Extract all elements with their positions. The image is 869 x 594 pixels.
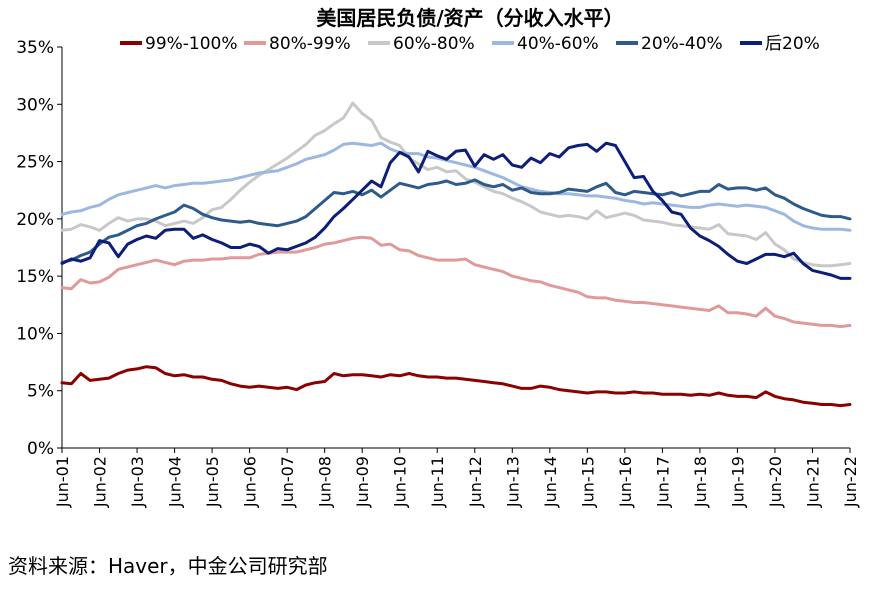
legend-label: 20%-40% xyxy=(641,34,723,54)
x-tick-label: Jun-22 xyxy=(841,456,860,508)
y-tick-label: 25% xyxy=(16,153,54,173)
series-line-3 xyxy=(60,141,852,232)
chart-title: 美国居民负债/资产（分收入水平） xyxy=(316,6,623,30)
legend-label: 40%-60% xyxy=(517,34,599,54)
y-tick-label: 30% xyxy=(16,95,54,115)
y-tick-label: 5% xyxy=(27,382,54,402)
series-line-0 xyxy=(60,365,852,408)
x-tick-label: Jun-06 xyxy=(241,456,260,508)
x-tick-label: Jun-03 xyxy=(128,456,147,508)
x-tick-label: Jun-20 xyxy=(766,456,785,508)
legend-label: 99%-100% xyxy=(145,34,238,54)
x-tick-label: Jun-09 xyxy=(353,456,372,508)
x-tick-label: Jun-14 xyxy=(541,456,560,508)
x-tick-label: Jun-10 xyxy=(391,456,410,508)
y-tick-label: 10% xyxy=(16,324,54,344)
y-tick-label: 35% xyxy=(16,38,54,58)
x-tick-label: Jun-13 xyxy=(503,456,522,508)
y-tick-label: 20% xyxy=(16,210,54,230)
y-axis: 0% 5% 10% 15% 20% 25% 30% 35% xyxy=(16,38,63,459)
x-tick-label: Jun-16 xyxy=(616,456,635,508)
x-tick-label: Jun-18 xyxy=(691,456,710,508)
source-note: 资料来源：Haver，中金公司研究部 xyxy=(8,554,328,578)
x-tick-label: Jun-01 xyxy=(53,456,72,508)
x-tick-label: Jun-12 xyxy=(466,456,485,508)
x-tick-label: Jun-11 xyxy=(428,456,447,508)
x-tick-label: Jun-08 xyxy=(316,456,335,508)
series-line-1 xyxy=(60,235,852,329)
legend-label: 后20% xyxy=(765,34,820,54)
x-tick-label: Jun-15 xyxy=(578,456,597,508)
series-line-4 xyxy=(60,178,852,264)
legend-label: 80%-99% xyxy=(269,34,351,54)
y-tick-label: 15% xyxy=(16,267,54,287)
legend: 99%-100% 80%-99% 60%-80% 40%-60% 20%-40% 后20% xyxy=(120,34,820,54)
legend-label: 60%-80% xyxy=(393,34,475,54)
x-tick-label: Jun-17 xyxy=(653,456,672,508)
x-tick-label: Jun-05 xyxy=(203,456,222,508)
x-tick-label: Jun-04 xyxy=(166,456,185,508)
series-layer xyxy=(60,101,852,408)
x-tick-label: Jun-02 xyxy=(91,456,110,508)
x-tick-label: Jun-07 xyxy=(278,456,297,508)
series-line-5 xyxy=(60,141,852,280)
x-tick-label: Jun-21 xyxy=(803,456,822,508)
series-line-2 xyxy=(60,101,852,268)
x-axis: Jun-01 Jun-02 Jun-03 Jun-04 Jun-05 Jun-06 Jun-… xyxy=(53,447,860,508)
x-tick-label: Jun-19 xyxy=(728,456,747,508)
y-tick-label: 0% xyxy=(27,439,54,459)
